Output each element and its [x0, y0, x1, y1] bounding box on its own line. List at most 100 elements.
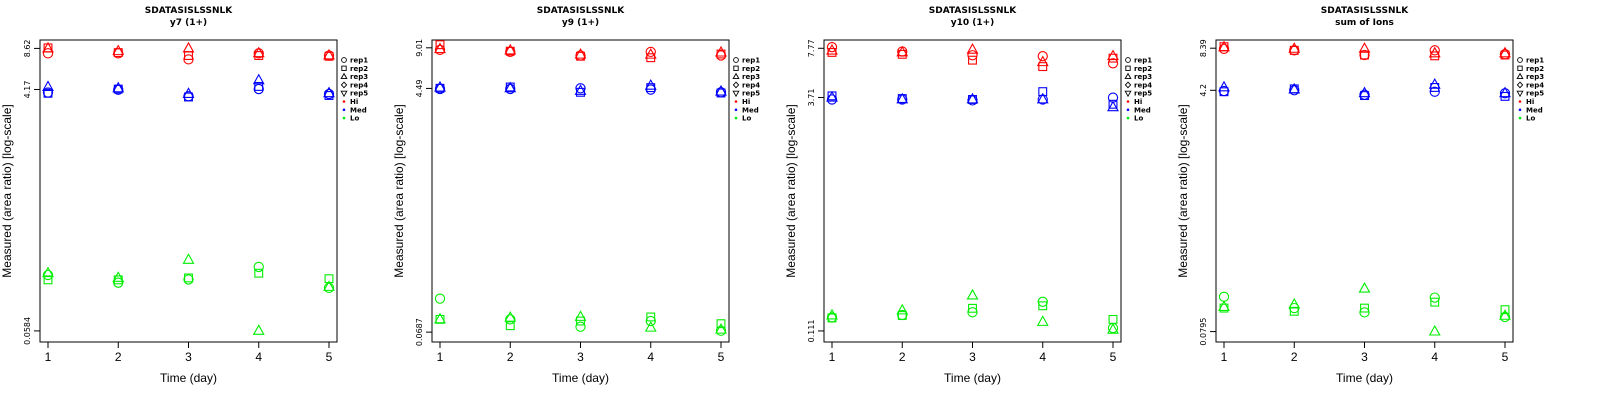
x-tick-label: 5 — [1110, 350, 1117, 364]
y-tick-label: 7.77 — [807, 39, 816, 57]
legend-dot-lo — [342, 116, 346, 120]
legend-label: rep3 — [742, 73, 760, 81]
point-lo-rep2 — [897, 311, 907, 320]
point-lo-rep2 — [324, 274, 334, 284]
y-tick-label: 8.39 — [1199, 39, 1208, 57]
point-med-rep1 — [1289, 85, 1300, 96]
legend-label: rep5 — [1134, 90, 1152, 98]
point-med-rep3 — [1288, 82, 1301, 94]
point-med-rep3 — [112, 81, 125, 93]
point-lo-rep1 — [1429, 292, 1440, 303]
plot-frame — [823, 39, 1122, 343]
point-hi-rep3 — [112, 44, 125, 56]
chart-title: SDATASISLSSNLK — [1321, 6, 1409, 16]
point-hi-rep1 — [967, 50, 978, 61]
x-tick-label: 2 — [1291, 350, 1298, 364]
legend-dot-hi — [1126, 100, 1130, 103]
point-lo-rep3 — [1358, 281, 1371, 293]
legend-label: rep4 — [1526, 81, 1544, 89]
point-lo-rep2 — [1360, 303, 1369, 313]
point-med-rep2 — [1108, 99, 1118, 109]
legend-symbol-square — [341, 65, 347, 71]
x-tick-label: 4 — [1039, 350, 1046, 364]
legend-label: Lo — [1134, 115, 1143, 123]
point-med-rep3 — [966, 92, 979, 104]
point-med-rep2 — [1219, 87, 1229, 97]
point-lo-rep1 — [253, 261, 264, 273]
point-lo-rep1 — [1037, 296, 1048, 307]
point-lo-rep2 — [576, 316, 585, 326]
point-hi-rep3 — [42, 41, 54, 53]
x-tick-label: 4 — [647, 350, 654, 364]
point-hi-rep3 — [504, 43, 517, 55]
chart-subtitle: y7 (1+) — [170, 18, 207, 28]
point-med-rep3 — [574, 84, 587, 95]
plot-frame — [1215, 39, 1514, 343]
legend-label: rep5 — [1526, 90, 1544, 98]
point-med-rep2 — [1038, 87, 1048, 97]
point-hi-rep1 — [1037, 51, 1048, 62]
legend-label: rep1 — [742, 57, 760, 65]
legend-label: rep4 — [742, 81, 760, 89]
legend-dot-med — [1518, 108, 1522, 112]
point-lo-rep2 — [646, 312, 656, 322]
point-hi-rep3 — [1358, 42, 1371, 53]
point-med-rep1 — [575, 83, 586, 94]
x-tick-label: 3 — [577, 350, 584, 364]
legend-dot-hi — [342, 100, 346, 103]
point-lo-rep1 — [42, 269, 54, 281]
legend-symbol-circle — [1517, 57, 1523, 63]
point-med-rep3 — [1218, 80, 1230, 92]
legend-label: Med — [1526, 106, 1543, 114]
point-lo-rep3 — [1499, 309, 1511, 320]
y-tick-label: 0.111 — [807, 319, 816, 342]
point-hi-rep1 — [434, 44, 446, 55]
point-lo-rep1 — [645, 315, 656, 327]
point-lo-rep2 — [1289, 306, 1299, 316]
point-lo-rep2 — [505, 321, 515, 331]
legend-symbol-triangle-down — [1124, 90, 1132, 98]
legend-symbol-triangle — [732, 72, 740, 80]
legend-label: rep5 — [742, 90, 760, 98]
point-med-rep1 — [323, 88, 335, 100]
legend-label: rep2 — [1134, 65, 1152, 73]
legend-label: rep3 — [350, 73, 368, 81]
x-tick-label: 3 — [185, 350, 192, 364]
y-axis-label: Measured (area ratio) [log-scale] — [392, 104, 406, 277]
point-med-rep3 — [504, 81, 517, 93]
point-med-rep3 — [1428, 78, 1441, 89]
legend-dot-hi — [734, 100, 738, 103]
legend-symbol-circle — [733, 57, 739, 63]
legend-dot-lo — [734, 116, 738, 120]
plot-frame — [39, 39, 338, 343]
legend-dot-med — [342, 108, 346, 112]
point-lo-rep3 — [42, 266, 54, 278]
point-lo-rep1 — [434, 293, 446, 304]
chart-subtitle: y10 (1+) — [951, 18, 995, 28]
legend-dot-lo — [1518, 116, 1522, 120]
data-points — [42, 41, 335, 335]
point-hi-rep3 — [574, 48, 587, 59]
y-tick-label: 4.2 — [1199, 84, 1208, 97]
x-tick-label: 3 — [969, 350, 976, 364]
legend-dot-lo — [1126, 116, 1130, 120]
point-lo-rep3 — [1107, 323, 1119, 334]
point-hi-rep1 — [183, 54, 194, 65]
x-tick-label: 1 — [45, 350, 52, 364]
legend-symbol-square — [733, 65, 739, 71]
point-hi-rep1 — [1429, 45, 1440, 56]
legend-symbol-triangle-down — [1516, 90, 1524, 98]
chart-panel-2: SDATASISLSSNLK y9 (1+) 1 2 3 4 5 Time (day) 0.06… — [392, 6, 760, 385]
point-hi-rep3 — [966, 43, 979, 54]
legend-symbol-diamond — [1124, 81, 1132, 89]
chart-subtitle: sum of Ions — [1335, 18, 1394, 28]
x-tick-label: 5 — [326, 350, 333, 364]
point-lo-rep3 — [1428, 324, 1441, 336]
point-lo-rep3 — [574, 310, 587, 321]
legend-label: rep2 — [742, 65, 760, 73]
point-lo-rep3 — [1218, 300, 1230, 312]
x-tick-label: 2 — [899, 350, 906, 364]
